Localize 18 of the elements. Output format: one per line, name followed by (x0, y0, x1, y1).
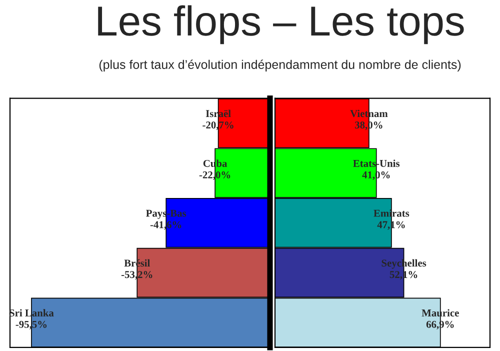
data-label: -20,7% (202, 122, 234, 130)
data-label: -22,0% (199, 171, 230, 180)
data-label: 47,1% (377, 221, 405, 230)
y-tick-label: Seychelles (382, 259, 426, 269)
y-tick-label: Emirats (374, 209, 410, 217)
data-label: 52,1% (390, 271, 418, 280)
y-tick-label: Etats-Unis (353, 160, 400, 167)
y-tick-label: Cuba (203, 160, 228, 167)
y-tick-label: Brésil (124, 259, 150, 267)
data-label: -41,6% (150, 221, 182, 230)
y-tick-label: Pays-Bas (146, 210, 186, 219)
data-label: 38,0% (355, 122, 382, 130)
y-tick-label: Israël (206, 110, 231, 118)
data-label: 41,0% (362, 171, 390, 180)
data-label: -53,2% (121, 271, 152, 280)
y-tick-label: Vietnam (350, 110, 388, 118)
chart-subtitle: (plus fort taux d’évolution indépendamment du nombre de clients) (99, 60, 461, 72)
chart-title: Les flops – Les tops (98, 5, 464, 44)
